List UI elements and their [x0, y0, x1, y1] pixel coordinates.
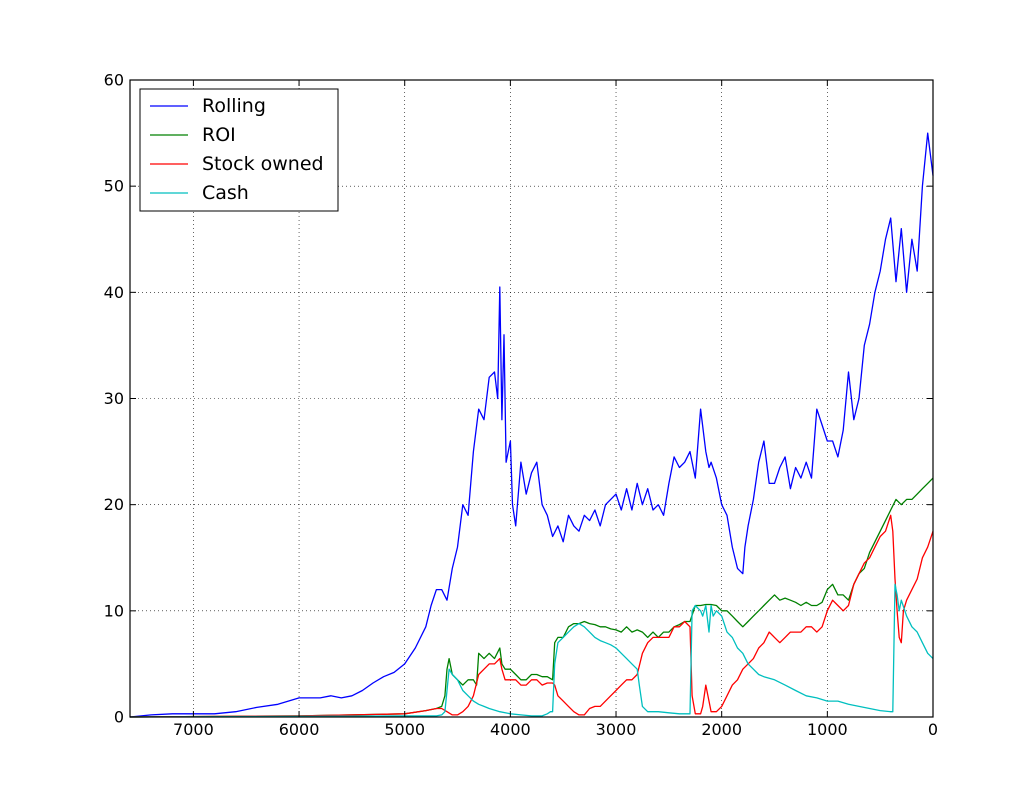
x-tick-label: 1000 — [807, 720, 848, 739]
x-tick-label: 2000 — [701, 720, 742, 739]
y-tick-label: 20 — [104, 495, 124, 514]
tick-labels: 7000 6000 5000 4000 3000 2000 1000 0 0 10 20 30 40 50… — [104, 71, 938, 740]
series-line-stock-owned — [129, 514, 934, 718]
series-line-cash — [129, 583, 934, 718]
legend-label-cash: Cash — [202, 182, 249, 204]
y-tick-label: 40 — [104, 283, 124, 302]
y-tick-label: 10 — [104, 601, 124, 620]
ticks — [130, 79, 934, 718]
x-tick-label: 0 — [928, 720, 938, 739]
y-tick-label: 30 — [104, 389, 124, 408]
y-tick-label: 0 — [114, 708, 124, 727]
y-tick-label: 60 — [104, 71, 124, 90]
legend-box — [139, 88, 339, 212]
x-tick-label: 4000 — [490, 720, 531, 739]
series-group — [129, 132, 934, 718]
y-tick-label: 50 — [104, 177, 124, 196]
x-tick-label: 6000 — [279, 720, 320, 739]
x-tick-label: 3000 — [596, 720, 637, 739]
legend[interactable]: Rolling ROI Stock owned Cash — [139, 88, 339, 212]
legend-label-roi: ROI — [202, 124, 236, 146]
series-line-rolling — [129, 132, 934, 718]
x-tick-label: 5000 — [384, 720, 425, 739]
legend-label-rolling: Rolling — [202, 95, 266, 117]
legend-label-stock-owned: Stock owned — [202, 153, 324, 175]
x-tick-label: 7000 — [173, 720, 214, 739]
